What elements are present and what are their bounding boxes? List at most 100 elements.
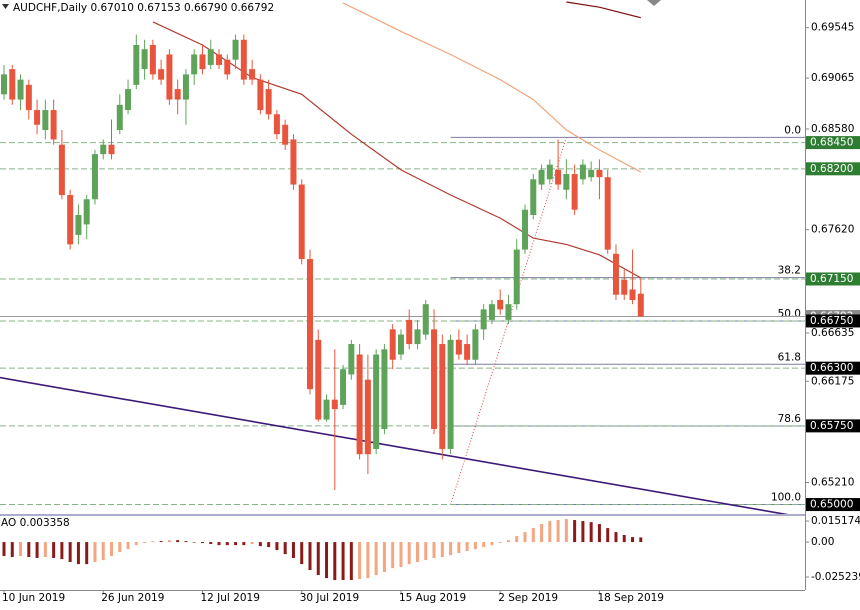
ao-bar	[391, 542, 395, 569]
ao-bar	[325, 542, 329, 579]
level-label-box	[806, 361, 860, 375]
candle-body	[364, 379, 371, 455]
ao-bar	[250, 542, 254, 545]
candle-body	[257, 79, 264, 111]
ao-bar	[110, 542, 114, 557]
ao-bar	[275, 542, 279, 551]
x-tick-label: 30 Jul 2019	[300, 592, 359, 604]
candle-body	[579, 164, 586, 180]
ao-bar	[283, 542, 287, 555]
ao-bar	[432, 542, 436, 559]
ao-bar	[382, 542, 386, 572]
candle-body	[207, 49, 214, 65]
candle-body	[464, 344, 471, 360]
y-tick-label: 0.66635	[811, 327, 854, 339]
candle-body	[323, 399, 330, 420]
symbol-menu-icon[interactable]	[2, 4, 9, 9]
candle-body	[431, 329, 438, 430]
ao-bar	[2, 542, 6, 557]
ao-bar	[407, 542, 411, 565]
candle-body	[596, 169, 603, 178]
ao-bar	[440, 542, 444, 558]
ao-bar	[159, 541, 163, 543]
ao-bar	[449, 542, 453, 556]
candle-body	[282, 124, 289, 145]
ao-bar	[35, 542, 39, 559]
ao-bar	[639, 537, 643, 543]
candle-body	[149, 45, 156, 75]
ao-bar	[68, 542, 72, 563]
level-label: 0.66750	[810, 315, 853, 327]
ao-bar	[126, 542, 130, 550]
ao-bar	[151, 541, 155, 543]
ao-bar	[366, 542, 370, 579]
ao-bar	[308, 542, 312, 571]
candle-body	[273, 114, 280, 135]
x-tick-label: 2 Sep 2019	[498, 592, 558, 604]
ao-bar	[606, 528, 610, 543]
ao-bar	[374, 542, 378, 576]
ao-bar	[465, 542, 469, 552]
ao-bar	[531, 528, 535, 543]
chart-title: AUDCHF,Daily 0.67010 0.67153 0.66790 0.6…	[13, 2, 274, 14]
candle-body	[298, 184, 305, 260]
ao-bar	[167, 540, 171, 543]
indicator-line	[0, 376, 789, 514]
candle-body	[422, 304, 429, 335]
candle-body	[17, 79, 24, 100]
fib-level-label: 100.0	[771, 492, 801, 504]
ao-bar	[209, 542, 213, 545]
ao-bar	[52, 542, 56, 559]
ao-bar	[498, 542, 502, 544]
candle-body	[249, 69, 256, 80]
candle-body	[1, 74, 7, 95]
candle-body	[406, 319, 413, 345]
candle-body	[75, 214, 82, 235]
y-tick-label: 0.015174	[811, 515, 860, 527]
x-tick-label: 10 Jun 2019	[2, 592, 65, 604]
candle-body	[563, 174, 570, 190]
y-tick-label: 0.69545	[811, 22, 854, 34]
candle-body	[522, 209, 529, 250]
candle-body	[306, 259, 313, 390]
candle-body	[191, 54, 198, 75]
fib-level-label: 50.0	[778, 308, 801, 320]
y-tick-label: 0.67620	[811, 224, 854, 236]
x-tick-label: 18 Sep 2019	[597, 592, 664, 604]
ao-bar	[93, 542, 97, 563]
candle-body	[182, 74, 189, 100]
ao-bar	[482, 542, 486, 548]
candle-body	[116, 104, 123, 130]
candle-body	[158, 69, 165, 80]
ao-bar	[556, 520, 560, 543]
ao-bar	[217, 542, 221, 546]
candle-body	[381, 349, 388, 430]
ao-bar	[614, 532, 618, 543]
candle-body	[356, 354, 363, 455]
x-tick-label: 26 Jun 2019	[101, 592, 164, 604]
price-panel: 0.0 38.2 50.0 61.8 78.6 100.0	[0, 1, 805, 514]
candle-body	[555, 169, 562, 185]
level-label: 0.66300	[810, 362, 853, 374]
ao-bar	[631, 537, 635, 543]
ao-bar	[225, 542, 229, 546]
candle-body	[472, 329, 479, 360]
candle-body	[546, 164, 553, 180]
ao-bar	[540, 524, 544, 543]
candle-body	[348, 344, 355, 375]
candle-body	[637, 293, 644, 317]
ao-bar	[358, 542, 362, 580]
candle-body	[447, 339, 454, 449]
ao-bar	[184, 541, 188, 543]
ao-bar	[234, 542, 238, 546]
level-label: 0.67150	[810, 273, 853, 285]
candle-body	[216, 54, 223, 65]
ao-bar	[564, 519, 568, 543]
y-tick-label: 0.66175	[811, 375, 854, 387]
level-label-box	[806, 419, 860, 433]
ao-title: AO 0.003358	[1, 517, 70, 529]
candle-body	[604, 177, 611, 250]
ao-bar	[597, 524, 601, 543]
level-label: 0.65000	[810, 499, 853, 511]
